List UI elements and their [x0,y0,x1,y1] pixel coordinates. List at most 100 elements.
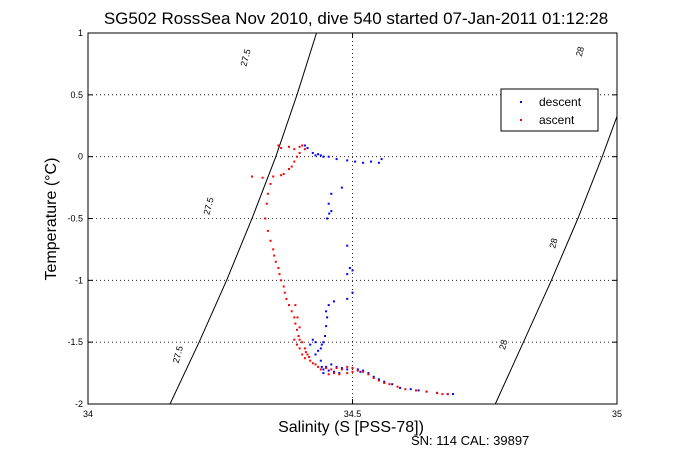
ascent-point [436,391,439,394]
descent-point [325,310,328,313]
descent-point [322,155,325,158]
ascent-point [290,165,293,168]
descent-point [309,343,312,346]
descent-point [346,368,349,371]
contour-label-bg [240,46,251,69]
ascent-point [362,370,365,373]
ascent-point [251,175,253,178]
ascent-point [301,144,304,147]
ascent-point [280,279,283,282]
descent-point [303,144,306,147]
y-tick-label: -0.5 [67,214,83,224]
descent-point [367,372,370,375]
ascent-point [266,229,269,232]
ascent-point [304,351,307,354]
descent-point [317,153,320,156]
density-contour-line [494,114,617,404]
ascent-point [272,175,275,178]
ascent-point [261,176,264,179]
descent-point [340,186,343,189]
x-tick-label: 35 [612,409,622,419]
descent-point [346,297,349,300]
descent-point [340,367,343,370]
descent-point [370,160,372,163]
ascent-point [346,372,349,375]
descent-point [338,372,341,375]
ascent-point [265,202,268,205]
ascent-point [372,377,375,379]
ascent-point [333,372,335,375]
ascent-point [301,353,304,356]
ascent-point [296,316,299,319]
descent-point [322,341,325,344]
y-tick-label: 1 [78,28,83,38]
ascent-point [293,338,296,341]
legend-marker-descent [520,101,522,103]
descent-point [452,393,454,396]
descent-point [348,267,351,269]
descent-point [351,269,354,272]
contour-label: 27.5 [239,48,253,68]
descent-point [380,158,383,161]
contour-label: 27.5 [171,345,185,365]
ascent-point [335,367,338,370]
legend-box [500,88,599,132]
descent-point [319,359,322,362]
descent-point [327,202,330,205]
ascent-point [377,379,380,382]
ascent-point [351,367,354,370]
descent-point [351,291,354,294]
descent-point [328,212,331,215]
data-points [251,144,454,396]
ascent-point [269,182,272,185]
ascent-point [404,388,407,391]
descent-point [306,147,309,149]
ascent-point [288,304,290,307]
ascent-point [273,254,276,257]
ascent-point [446,393,449,396]
ascent-point [308,356,311,358]
descent-point [320,343,323,346]
contour-label: 28 [574,45,586,57]
contour-label: 27.5 [202,196,216,216]
y-tick-label: -1 [75,275,83,285]
ascent-point [264,217,267,220]
ascent-point [266,192,269,195]
ascent-point [293,148,296,151]
descent-point [377,161,380,164]
descent-point [359,370,362,373]
ascent-point [346,365,349,368]
ascent-point [303,148,306,151]
descent-point [325,365,328,368]
ascent-point [288,145,290,148]
descent-point [333,370,335,373]
ascent-point [294,304,297,307]
ascent-point [298,145,301,148]
ascent-point [280,147,283,149]
ascent-point [282,285,285,288]
ascent-point [425,390,428,393]
ascent-point [298,326,301,329]
ascent-point [314,363,317,366]
grid-lines [88,33,617,404]
ascent-point [280,174,283,177]
ascent-point [388,383,391,386]
legend: descent ascent [500,88,599,132]
contour-label: 28 [547,237,559,249]
legend-label-ascent: ascent [539,113,575,127]
descent-point [314,341,317,344]
footer-serial-cal: SN: 114 CAL: 39897 [411,433,529,448]
descent-point [311,152,314,154]
chart-title: SG502 RossSea Nov 2010, dive 540 started… [104,9,608,28]
ascent-point [283,291,286,294]
ascent-point [330,368,333,371]
descent-point [356,368,359,371]
descent-point [377,378,380,381]
descent-point [362,161,365,164]
ascent-point [297,335,300,337]
ascent-point [309,359,312,362]
ascent-point [296,343,298,346]
descent-point [327,155,330,158]
ascent-point [282,173,285,175]
ascent-point [269,239,272,242]
